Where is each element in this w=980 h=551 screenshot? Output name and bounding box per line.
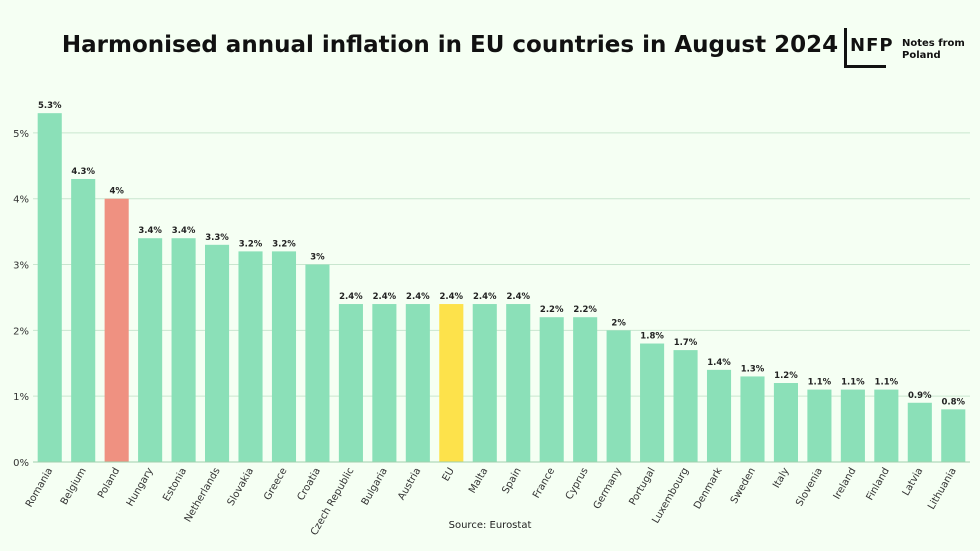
x-tick-label: Italy [771,466,791,490]
bar-croatia [305,264,330,462]
x-tick-label: Denmark [692,466,725,511]
logo-mark-text: NFP [850,35,894,56]
y-tick-label: 3% [13,261,29,272]
bar-romania [37,113,62,462]
bar-slovakia [238,251,263,462]
data-label: 3.4% [138,226,162,236]
x-tick-label: Spain [500,466,524,496]
bar-poland [104,198,129,462]
x-tick-label: EU [441,466,457,483]
data-label: 2% [611,318,626,328]
bar-spain [506,304,531,462]
x-tick-label: Luxembourg [650,466,691,525]
data-label: 2.4% [506,292,530,302]
data-label: 1.2% [774,371,798,381]
data-label: 2.4% [406,292,430,302]
data-label: 1.1% [841,378,865,388]
bar-france [539,317,564,462]
x-tick-label: Croatia [296,466,324,503]
x-tick-label: Poland [96,466,122,500]
data-label: 2.4% [473,292,497,302]
bar-belgium [71,178,96,462]
data-label: 1.8% [640,332,664,342]
bar-luxembourg [673,350,698,462]
data-label: 1.1% [808,378,832,388]
data-label: 2.2% [573,305,597,315]
data-label: 3.4% [172,226,196,236]
bar-sweden [740,376,765,462]
data-label: 5.3% [38,101,62,111]
bar-czech-republic [338,304,363,462]
x-tick-label: Lithuania [926,466,959,512]
bar-portugal [640,343,665,462]
x-tick-label: Germany [592,466,625,511]
data-label: 3.2% [239,239,263,249]
y-tick-label: 4% [13,195,29,206]
x-tick-label: Austria [396,466,423,502]
data-label: 4.3% [71,167,95,177]
bar-hungary [138,238,163,462]
logo-name: Notes from Poland [902,38,965,61]
bar-slovenia [807,389,832,462]
bar-bulgaria [372,304,397,462]
data-label: 0.8% [941,397,965,407]
source-note: Source: Eurostat [448,520,532,531]
y-tick-label: 2% [13,326,29,337]
data-label: 2.2% [540,305,564,315]
x-tick-label: Finland [865,466,892,502]
data-label: 1.3% [741,364,765,374]
bar-germany [606,330,631,462]
data-label: 3.2% [272,239,296,249]
bar-eu [439,304,464,462]
x-tick-label: Netherlands [183,466,223,524]
x-tick-label: Malta [467,466,490,495]
nfp-logo: NFP Notes from Poland [844,22,974,78]
x-tick-label: France [531,466,557,500]
x-tick-label: Greece [262,466,289,502]
chart-title: Harmonised annual inflation in EU countr… [61,32,839,58]
bar-greece [271,251,297,462]
bar-ireland [840,389,865,462]
bar-lithuania [941,409,966,462]
x-tick-label: Belgium [59,466,89,507]
data-label: 1.4% [707,358,731,368]
x-tick-label: Slovakia [226,466,257,508]
bar-netherlands [205,244,230,462]
bar-latvia [907,402,932,462]
bar-estonia [171,238,196,462]
logo-mark [844,28,886,68]
data-label: 1.7% [674,338,698,348]
bar-cyprus [573,317,598,462]
x-tick-label: Cyprus [564,466,591,502]
data-label: 2.4% [440,292,464,302]
y-tick-label: 0% [13,458,29,469]
data-label: 4% [109,187,124,197]
bar-denmark [706,369,732,462]
bar-italy [773,383,798,462]
bar-malta [472,304,497,462]
data-label: 2.4% [339,292,363,302]
x-tick-label: Latvia [901,466,926,498]
data-label: 3% [310,253,325,263]
x-tick-label: Sweden [729,466,758,506]
bar-finland [874,389,899,462]
x-tick-label: Estonia [161,466,189,503]
data-label: 3.3% [205,233,229,243]
x-tick-label: Hungary [125,466,156,509]
x-tick-label: Ireland [832,466,859,501]
x-tick-label: Portugal [627,466,657,507]
bar-austria [405,304,430,462]
y-tick-label: 1% [13,392,29,403]
data-label: 1.1% [875,378,899,388]
y-tick-label: 5% [13,129,29,140]
x-tick-label: Bulgaria [360,466,390,507]
data-label: 2.4% [373,292,397,302]
x-tick-label: Romania [24,466,55,509]
x-tick-label: Slovenia [794,466,825,508]
data-label: 0.9% [908,391,932,401]
